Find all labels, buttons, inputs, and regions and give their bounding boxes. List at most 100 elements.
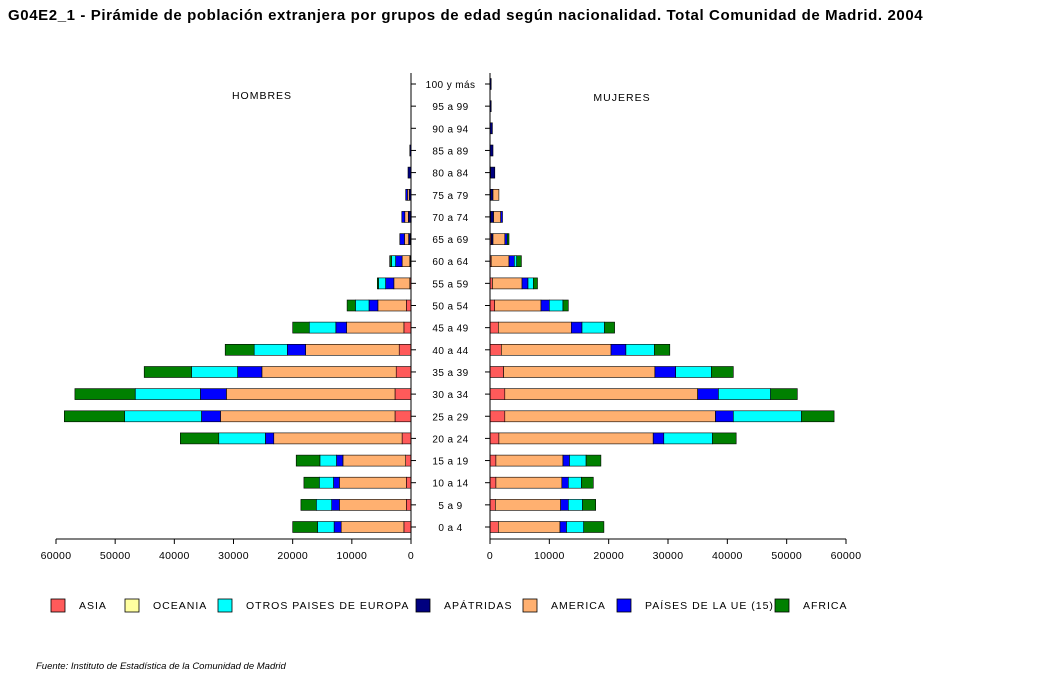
- legend-label-africa: AFRICA: [803, 600, 848, 612]
- women-paises-de-la-ue-15-bar-0-a-4: [559, 521, 567, 533]
- women-america-bar-40-a-44: [500, 343, 612, 356]
- women-otros-paises-de-europa-bar-15-a-19: [569, 454, 587, 467]
- men-otros-paises-de-europa-bar-60-a-64: [391, 255, 396, 267]
- men-america-bar-65-a-69: [404, 233, 409, 245]
- legend-label-apatridas: APÁTRIDAS: [444, 599, 513, 612]
- women-africa-bar-55-a-59: [532, 277, 538, 290]
- men-africa-bar-45-a-49: [292, 321, 310, 334]
- men-america-bar-0-a-4: [340, 521, 405, 533]
- legend-swatch-paises-de-la-ue-15: [616, 598, 632, 613]
- men-plot: [64, 144, 412, 533]
- men-paises-de-la-ue-15-bar-10-a-14: [333, 476, 340, 489]
- age-label-100-y-mas: 100 y más: [426, 80, 476, 91]
- men-paises-de-la-ue-15-bar-15-a-19: [336, 454, 344, 467]
- men-otros-paises-de-europa-bar-40-a-44: [253, 343, 288, 356]
- men-otros-paises-de-europa-bar-35-a-39: [191, 366, 238, 378]
- men-otros-paises-de-europa-bar-30-a-34: [135, 388, 201, 400]
- men-otros-paises-de-europa-bar-20-a-24: [218, 432, 266, 445]
- men-paises-de-la-ue-15-bar-40-a-44: [286, 343, 306, 356]
- age-label-15-a-19: 15 a 19: [432, 457, 468, 468]
- women-otros-paises-de-europa-bar-40-a-44: [625, 343, 655, 356]
- men-america-bar-35-a-39: [261, 366, 397, 378]
- men-otros-paises-de-europa-bar-0-a-4: [317, 521, 335, 533]
- men-asia-bar-25-a-29: [394, 410, 412, 423]
- men-africa-bar-30-a-34: [74, 388, 136, 400]
- men-africa-bar-0-a-4: [292, 521, 318, 533]
- men-x-tick-label-20000: 20000: [277, 550, 308, 562]
- age-label-55-a-59: 55 a 59: [432, 279, 468, 290]
- age-label-75-a-79: 75 a 79: [432, 191, 468, 202]
- women-america-bar-65-a-69: [492, 233, 506, 245]
- legend-swatch-apatridas: [415, 598, 431, 613]
- women-x-tick-label-20000: 20000: [593, 550, 624, 562]
- women-paises-de-la-ue-15-bar-15-a-19: [562, 454, 570, 467]
- men-paises-de-la-ue-15-bar-65-a-69: [399, 233, 405, 245]
- men-paises-de-la-ue-15-bar-0-a-4: [333, 521, 342, 533]
- legend-label-paises-de-la-ue-15: PAÍSES DE LA UE (15): [645, 599, 774, 612]
- women-x-tick-label-40000: 40000: [712, 550, 743, 562]
- women-apatridas-bar-75-a-79: [490, 189, 494, 201]
- men-africa-bar-20-a-24: [180, 432, 220, 445]
- women-asia-bar-0-a-4: [489, 521, 499, 533]
- women-paises-de-la-ue-15-bar-20-a-24: [652, 432, 665, 445]
- men-paises-de-la-ue-15-bar-20-a-24: [265, 432, 275, 445]
- men-otros-paises-de-europa-bar-5-a-9: [315, 499, 332, 511]
- age-label-85-a-89: 85 a 89: [432, 146, 468, 157]
- women-america-bar-70-a-74: [493, 211, 502, 223]
- age-label-50-a-54: 50 a 54: [432, 302, 468, 313]
- women-asia-bar-10-a-14: [489, 476, 497, 489]
- women-africa-bar-0-a-4: [583, 521, 605, 533]
- men-america-bar-70-a-74: [404, 211, 409, 223]
- women-otros-paises-de-europa-bar-5-a-9: [567, 499, 583, 511]
- women-america-bar-55-a-59: [492, 277, 523, 290]
- women-asia-bar-35-a-39: [489, 366, 504, 378]
- women-x-tick-label-10000: 10000: [534, 550, 565, 562]
- women-asia-bar-45-a-49: [489, 321, 499, 334]
- men-africa-bar-50-a-54: [346, 299, 356, 312]
- women-otros-paises-de-europa-bar-50-a-54: [548, 299, 564, 312]
- women-otros-paises-de-europa-bar-55-a-59: [527, 277, 534, 290]
- men-america-bar-50-a-54: [377, 299, 407, 312]
- age-label-40-a-44: 40 a 44: [432, 346, 468, 357]
- women-paises-de-la-ue-15-bar-70-a-74: [500, 211, 503, 223]
- legend-swatch-america: [522, 598, 538, 613]
- men-otros-paises-de-europa-bar-50-a-54: [355, 299, 370, 312]
- women-otros-paises-de-europa-bar-0-a-4: [566, 521, 585, 533]
- women-africa-bar-15-a-19: [585, 454, 602, 467]
- men-paises-de-la-ue-15-bar-35-a-39: [237, 366, 263, 378]
- legend-label-otros-paises-de-europa: OTROS PAISES DE EUROPA: [246, 600, 409, 612]
- women-paises-de-la-ue-15-bar-55-a-59: [521, 277, 529, 290]
- age-label-20-a-24: 20 a 24: [432, 434, 468, 445]
- women-asia-bar-30-a-34: [489, 388, 506, 400]
- women-x-tick-label-0: 0: [487, 550, 493, 562]
- legend-swatch-otros-paises-de-europa: [217, 598, 233, 613]
- men-paises-de-la-ue-15-bar-50-a-54: [368, 299, 379, 312]
- women-label: MUJERES: [593, 92, 650, 104]
- age-label-60-a-64: 60 a 64: [432, 257, 468, 268]
- men-america-bar-55-a-59: [393, 277, 411, 290]
- women-x-tick-label-50000: 50000: [771, 550, 802, 562]
- women-america-bar-50-a-54: [494, 299, 542, 312]
- legend-label-america: AMERICA: [551, 600, 606, 612]
- men-asia-bar-0-a-4: [403, 521, 412, 533]
- men-asia-bar-40-a-44: [398, 343, 412, 356]
- men-otros-paises-de-europa-bar-45-a-49: [308, 321, 337, 334]
- men-paises-de-la-ue-15-bar-25-a-29: [201, 410, 221, 423]
- women-paises-de-la-ue-15-bar-30-a-34: [697, 388, 719, 400]
- legend-swatch-asia: [50, 598, 66, 613]
- women-otros-paises-de-europa-bar-10-a-14: [567, 476, 582, 489]
- women-asia-bar-25-a-29: [489, 410, 506, 423]
- men-africa-bar-35-a-39: [143, 366, 192, 378]
- age-label-65-a-69: 65 a 69: [432, 235, 468, 246]
- men-america-bar-25-a-29: [220, 410, 396, 423]
- women-x-tick-label-30000: 30000: [653, 550, 684, 562]
- age-label-0-a-4: 0 a 4: [438, 523, 462, 534]
- men-paises-de-la-ue-15-bar-75-a-79: [405, 189, 408, 201]
- women-paises-de-la-ue-15-bar-60-a-64: [508, 255, 515, 267]
- women-america-bar-30-a-34: [504, 388, 698, 400]
- women-america-bar-10-a-14: [495, 476, 563, 489]
- women-africa-bar-10-a-14: [581, 476, 594, 489]
- women-otros-paises-de-europa-bar-30-a-34: [718, 388, 771, 400]
- women-africa-bar-50-a-54: [562, 299, 569, 312]
- men-america-bar-5-a-9: [339, 499, 407, 511]
